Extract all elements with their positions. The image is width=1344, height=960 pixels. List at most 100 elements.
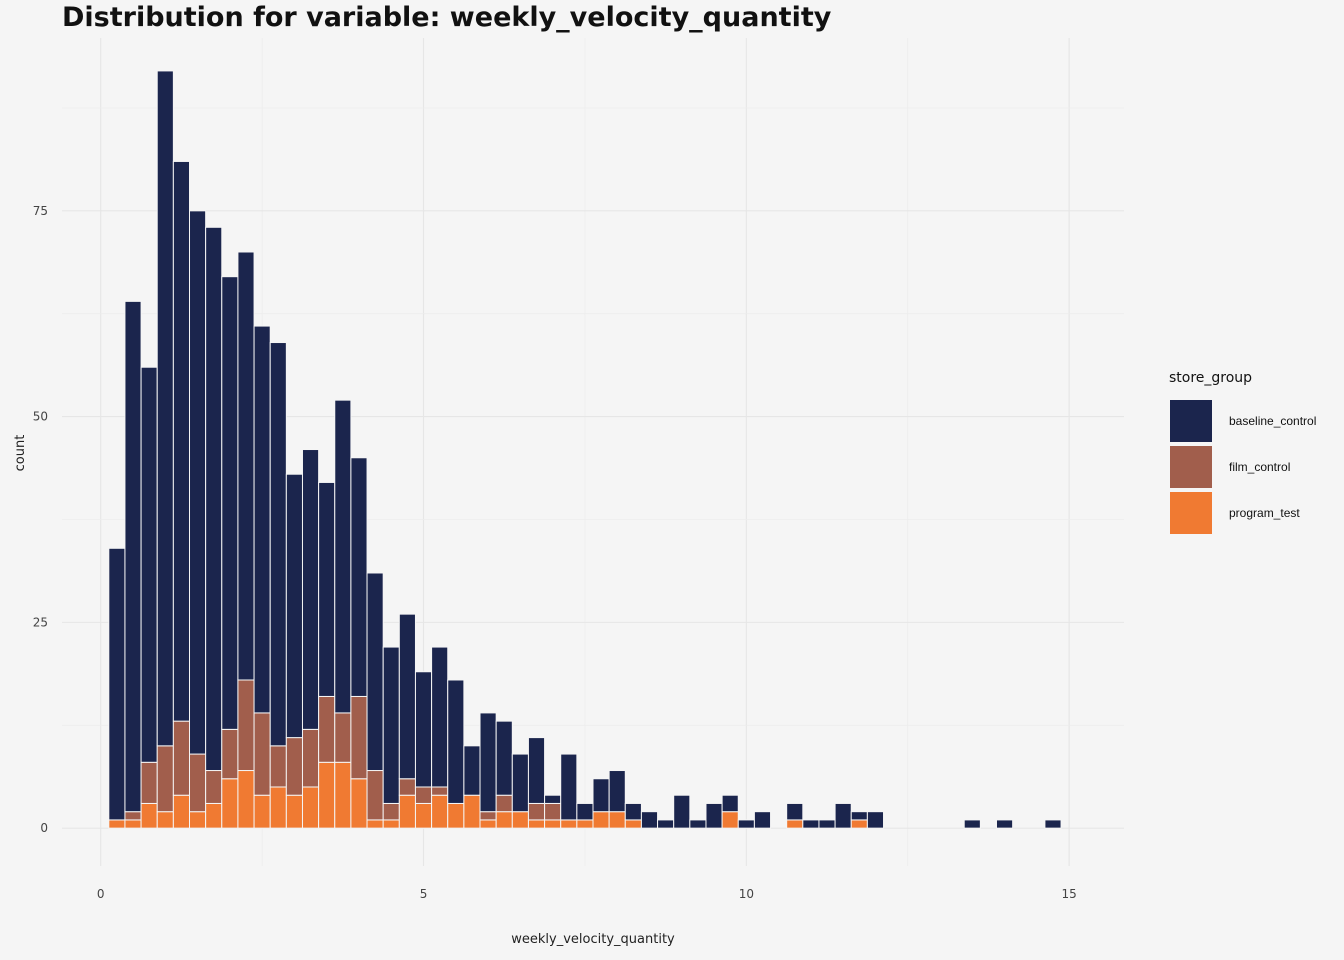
bar-program_test xyxy=(350,778,368,829)
bar-program_test xyxy=(560,819,578,829)
bar-baseline_control xyxy=(189,210,207,755)
bar-film_control xyxy=(350,695,368,780)
bar-program_test xyxy=(382,819,400,829)
y-tick-label: 0 xyxy=(40,821,48,835)
bar-program_test xyxy=(140,802,158,829)
bar-baseline_control xyxy=(334,399,352,714)
bar-baseline_control xyxy=(511,753,529,813)
bar-baseline_control xyxy=(479,712,497,813)
bar-film_control xyxy=(414,786,433,804)
bar-baseline_control xyxy=(318,481,336,697)
bar-program_test xyxy=(172,794,191,829)
bar-baseline_control xyxy=(124,300,142,813)
bar-baseline_control xyxy=(253,325,271,714)
bar-baseline_control xyxy=(447,679,465,804)
bar-program_test xyxy=(431,794,449,829)
bar-baseline_control xyxy=(350,457,368,697)
legend-label-baseline_control: baseline_control xyxy=(1229,414,1316,428)
bar-film_control xyxy=(301,728,320,788)
bar-film_control xyxy=(253,712,271,796)
bar-baseline_control xyxy=(205,226,223,772)
bar-program_test xyxy=(156,811,174,829)
bar-baseline_control xyxy=(221,276,239,730)
legend-title: store_group xyxy=(1169,370,1252,386)
legend-label-film_control: film_control xyxy=(1229,460,1290,474)
bar-baseline_control xyxy=(398,613,416,780)
bar-baseline_control xyxy=(737,819,755,829)
bar-baseline_control xyxy=(802,819,820,829)
y-tick-label: 25 xyxy=(33,615,48,629)
bar-program_test xyxy=(608,811,626,829)
legend-swatch-baseline_control xyxy=(1170,400,1212,442)
legend-swatch-film_control xyxy=(1170,446,1212,488)
x-axis-title: weekly_velocity_quantity xyxy=(511,932,675,947)
bar-baseline_control xyxy=(850,811,868,821)
bar-film_control xyxy=(398,778,416,796)
bar-baseline_control xyxy=(640,811,659,829)
bar-baseline_control xyxy=(431,646,449,788)
bar-program_test xyxy=(850,819,868,829)
bar-program_test xyxy=(253,794,271,829)
bar-program_test xyxy=(495,811,513,829)
bar-baseline_control xyxy=(463,745,481,796)
bar-program_test xyxy=(124,819,142,829)
bar-baseline_control xyxy=(269,342,287,747)
bar-film_control xyxy=(205,770,223,804)
bar-film_control xyxy=(382,802,400,821)
bar-baseline_control xyxy=(753,811,772,829)
bar-baseline_control xyxy=(866,811,885,829)
bar-program_test xyxy=(318,761,336,829)
bar-film_control xyxy=(527,802,546,821)
bar-baseline_control xyxy=(301,449,320,730)
x-tick-label: 15 xyxy=(1061,887,1076,901)
bar-film_control xyxy=(237,679,255,772)
bar-program_test xyxy=(463,794,481,829)
bar-baseline_control xyxy=(624,802,642,821)
bar-program_test xyxy=(285,794,303,829)
bar-program_test xyxy=(366,819,384,829)
bar-baseline_control xyxy=(1044,819,1062,829)
bar-baseline_control xyxy=(495,720,513,796)
bar-program_test xyxy=(447,802,465,829)
bar-baseline_control xyxy=(834,802,852,829)
bar-program_test xyxy=(301,786,320,829)
bar-baseline_control xyxy=(657,819,675,829)
bar-film_control xyxy=(172,720,191,796)
x-tick-label: 5 xyxy=(420,887,428,901)
bar-film_control xyxy=(318,695,336,763)
bar-program_test xyxy=(592,811,610,829)
x-axis-ticks: 0 5 10 15 xyxy=(97,887,1077,901)
bar-baseline_control xyxy=(705,802,723,829)
bar-film_control xyxy=(156,745,174,813)
chart-title: Distribution for variable: weekly_veloci… xyxy=(62,2,832,33)
bar-program_test xyxy=(269,786,287,829)
bar-baseline_control xyxy=(172,160,191,722)
bar-program_test xyxy=(189,811,207,829)
bar-baseline_control xyxy=(963,819,981,829)
y-tick-label: 50 xyxy=(33,410,48,424)
bar-baseline_control xyxy=(544,794,562,804)
bar-program_test xyxy=(205,802,223,829)
legend-label-program_test: program_test xyxy=(1229,506,1300,520)
x-tick-label: 0 xyxy=(97,887,105,901)
bar-film_control xyxy=(285,737,303,796)
bar-baseline_control xyxy=(560,753,578,821)
bar-program_test xyxy=(414,802,433,829)
histogram-bars xyxy=(108,70,1062,829)
bar-program_test xyxy=(221,778,239,829)
bar-baseline_control xyxy=(576,802,594,821)
bar-program_test xyxy=(108,819,126,829)
bar-film_control xyxy=(124,811,142,821)
bar-baseline_control xyxy=(237,251,255,681)
bar-film_control xyxy=(366,770,384,821)
bar-baseline_control xyxy=(156,70,174,747)
bar-program_test xyxy=(237,770,255,829)
y-tick-label: 75 xyxy=(33,204,48,218)
bar-baseline_control xyxy=(818,819,836,829)
bar-baseline_control xyxy=(414,671,433,788)
bar-film_control xyxy=(431,786,449,796)
bar-film_control xyxy=(495,794,513,813)
bar-program_test xyxy=(527,819,546,829)
bar-film_control xyxy=(334,712,352,763)
bar-film_control xyxy=(544,802,562,821)
